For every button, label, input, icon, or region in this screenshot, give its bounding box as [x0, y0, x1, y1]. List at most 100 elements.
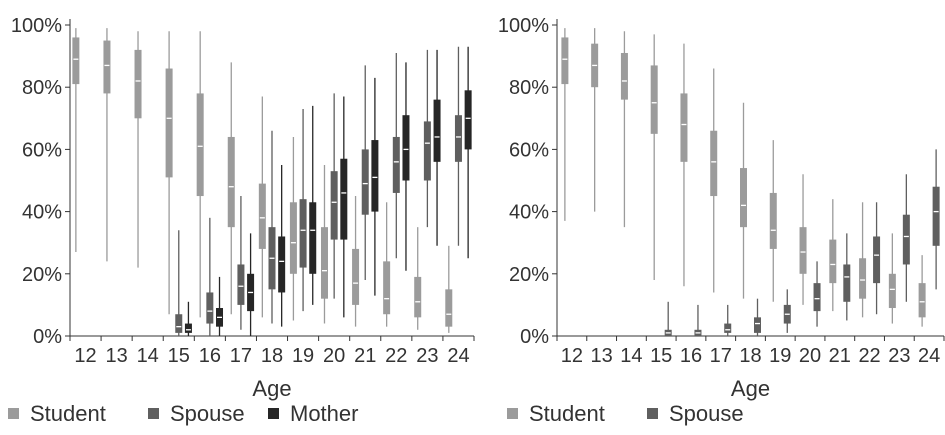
x-tick-label: 18: [739, 345, 761, 367]
box-iqr: [754, 317, 761, 333]
legend-swatch-mother: [268, 408, 279, 419]
x-tick-label: 12: [74, 345, 96, 367]
chart-panel-1: 0% 20% 40% 60% 80% 100% 12 13 14 15 16 17 18 19 20 21 22…: [8, 15, 475, 426]
box-student-17: [710, 68, 718, 293]
x-axis-title: Age: [252, 376, 291, 401]
box-mother-21: [371, 77, 379, 296]
box-student-22: [383, 202, 391, 327]
box-spouse-21: [843, 233, 851, 321]
box-iqr: [918, 283, 926, 318]
box-student-21: [352, 196, 360, 327]
box-student-12: [72, 28, 80, 253]
legend-label-mother: Mother: [290, 401, 358, 426]
box-iqr: [445, 289, 453, 327]
box-iqr: [710, 130, 718, 197]
x-tick-label: 12: [561, 345, 583, 367]
y-tick-label: 40%: [509, 202, 549, 224]
box-iqr: [258, 183, 266, 249]
box-spouse-16: [206, 217, 214, 336]
box-iqr: [103, 40, 111, 94]
box-iqr: [72, 37, 80, 85]
box-mother-17: [247, 233, 255, 336]
legend-label-spouse: Spouse: [170, 401, 245, 426]
box-iqr: [320, 227, 328, 299]
box-spouse-22: [873, 202, 881, 315]
box-mother-23: [433, 49, 441, 246]
box-iqr: [561, 37, 569, 85]
box-iqr: [423, 121, 431, 181]
x-tick-label: 14: [620, 345, 642, 367]
x-tick-label: 24: [918, 345, 940, 367]
box-student-13: [591, 28, 599, 212]
box-iqr: [175, 314, 183, 333]
chart-panel-2: 0% 20% 40% 60% 80% 100% 12 13 14 15 16 17 18 19 20 21 22…: [498, 15, 945, 426]
box-iqr: [278, 236, 286, 293]
box-student-19: [289, 136, 297, 321]
box-student-13: [103, 28, 111, 262]
box-spouse-20: [813, 261, 821, 327]
box-iqr: [371, 140, 379, 212]
box-spouse-19: [783, 289, 791, 333]
x-tick-label: 20: [799, 345, 821, 367]
x-tick-label: 23: [888, 345, 910, 367]
x-tick-label: 13: [591, 345, 613, 367]
box-iqr: [299, 199, 307, 268]
box-iqr: [289, 202, 297, 274]
x-tick-label: 16: [199, 345, 221, 367]
box-iqr: [932, 186, 940, 246]
y-tick-label: 0%: [520, 326, 549, 348]
box-mother-19: [309, 105, 317, 305]
x-tick-label: 16: [680, 345, 702, 367]
box-student-14: [620, 31, 628, 228]
box-spouse-17: [724, 304, 732, 336]
box-spouse-24: [932, 149, 940, 290]
box-iqr: [620, 52, 628, 100]
box-spouse-23: [423, 49, 431, 228]
box-iqr: [859, 258, 867, 299]
box-student-20: [799, 174, 807, 305]
y-tick-label: 100%: [11, 15, 62, 37]
box-spouse-23: [902, 174, 910, 302]
box-iqr: [650, 65, 658, 134]
x-tick-label: 19: [292, 345, 314, 367]
legend-label-student: Student: [30, 401, 106, 426]
box-iqr: [361, 149, 369, 215]
x-tick-label: 20: [323, 345, 345, 367]
x-tick-label: 15: [650, 345, 672, 367]
box-student-15: [165, 31, 173, 315]
box-iqr: [680, 93, 688, 162]
box-spouse-17: [237, 196, 245, 330]
box-iqr: [196, 93, 204, 197]
box-iqr: [843, 264, 851, 302]
box-student-14: [134, 31, 142, 268]
box-student-23: [888, 233, 896, 324]
box-student-12: [561, 28, 569, 221]
box-student-18: [740, 102, 747, 299]
x-tick-label: 21: [354, 345, 376, 367]
box-spouse-24: [454, 46, 462, 246]
box-iqr: [309, 202, 317, 274]
box-iqr: [340, 158, 348, 240]
legend: Student Spouse Mother: [8, 401, 358, 426]
x-tick-label: 17: [230, 345, 252, 367]
legend-label-student: Student: [529, 401, 605, 426]
y-tick-label: 40%: [22, 202, 62, 224]
box-iqr: [829, 239, 837, 284]
box-student-19: [769, 140, 777, 302]
x-tick-label: 19: [769, 345, 791, 367]
legend-swatch-student: [8, 408, 19, 419]
box-spouse-21: [361, 65, 369, 281]
box-student-16: [196, 31, 204, 318]
y-tick-label: 100%: [498, 15, 549, 37]
box-iqr: [392, 136, 400, 193]
box-spouse-15: [175, 230, 183, 336]
box-iqr: [464, 90, 472, 150]
box-iqr: [237, 264, 245, 305]
box-student-23: [414, 227, 422, 330]
box-spouse-16: [694, 304, 702, 336]
box-iqr: [414, 276, 422, 318]
box-iqr: [352, 248, 360, 305]
box-iqr: [402, 115, 410, 181]
box-spouse-18: [754, 298, 761, 336]
